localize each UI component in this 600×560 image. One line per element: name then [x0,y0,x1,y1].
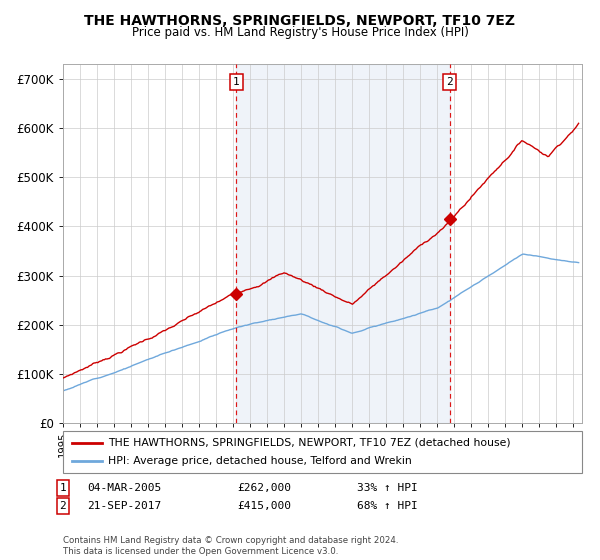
Text: £262,000: £262,000 [237,483,291,493]
Text: Contains HM Land Registry data © Crown copyright and database right 2024.
This d: Contains HM Land Registry data © Crown c… [63,536,398,556]
Text: THE HAWTHORNS, SPRINGFIELDS, NEWPORT, TF10 7EZ (detached house): THE HAWTHORNS, SPRINGFIELDS, NEWPORT, TF… [108,438,511,448]
Text: HPI: Average price, detached house, Telford and Wrekin: HPI: Average price, detached house, Telf… [108,456,412,466]
Text: 1: 1 [233,77,239,87]
Bar [236,64,449,423]
Text: 04-MAR-2005: 04-MAR-2005 [87,483,161,493]
Text: 1: 1 [59,483,67,493]
Text: 21-SEP-2017: 21-SEP-2017 [87,501,161,511]
Text: THE HAWTHORNS, SPRINGFIELDS, NEWPORT, TF10 7EZ: THE HAWTHORNS, SPRINGFIELDS, NEWPORT, TF… [85,14,515,28]
Text: Price paid vs. HM Land Registry's House Price Index (HPI): Price paid vs. HM Land Registry's House … [131,26,469,39]
Text: 68% ↑ HPI: 68% ↑ HPI [357,501,418,511]
Text: 2: 2 [59,501,67,511]
Text: £415,000: £415,000 [237,501,291,511]
Text: 2: 2 [446,77,453,87]
Text: 33% ↑ HPI: 33% ↑ HPI [357,483,418,493]
